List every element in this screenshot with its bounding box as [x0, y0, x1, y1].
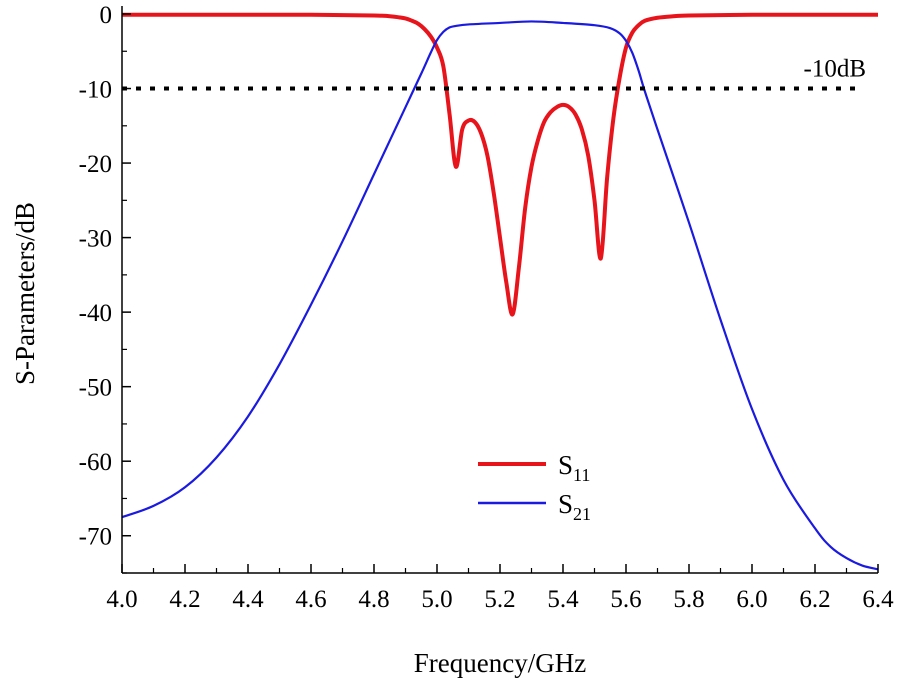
- x-tick-label: 4.2: [169, 586, 200, 613]
- y-tick-label: -70: [79, 524, 112, 551]
- legend-label-s11-subscript: 11: [573, 465, 590, 485]
- x-tick-label: 4.8: [358, 586, 389, 613]
- x-tick-label: 4.0: [106, 586, 137, 613]
- y-tick-label: 0: [100, 2, 113, 29]
- y-tick-label: -40: [79, 300, 112, 327]
- plot-curves: [122, 12, 878, 571]
- x-tick-label: 5.0: [421, 586, 452, 613]
- x-tick-label: 6.2: [799, 586, 830, 613]
- legend-label-s21-subscript: 21: [573, 504, 591, 524]
- x-tick-label: 5.6: [610, 586, 641, 613]
- x-tick-label: 6.0: [736, 586, 767, 613]
- y-tick-label: -30: [79, 226, 112, 253]
- axis-tick-labels: 4.0 4.2 4.4 4.6 4.8 5.0 5.2 5.4 5.6 5.8 6.0 6.2 6.4 0…: [79, 2, 894, 613]
- x-tick-label: 5.4: [547, 586, 579, 613]
- y-tick-label: -20: [79, 151, 112, 178]
- y-tick-label: -60: [79, 449, 112, 476]
- legend-label-s11: S11: [558, 450, 590, 485]
- legend-label-s21-main: S: [558, 489, 573, 519]
- x-tick-label: 4.6: [295, 586, 326, 613]
- legend-label-s21: S21: [558, 489, 591, 524]
- x-tick-label: 6.4: [862, 586, 894, 613]
- y-tick-label: -50: [79, 375, 112, 402]
- series-line-s21: [122, 20, 878, 571]
- x-tick-label: 4.4: [232, 586, 264, 613]
- x-tick-label: 5.2: [484, 586, 515, 613]
- series-line-s11: [122, 12, 878, 317]
- y-axis-title: S-Parameters/dB: [10, 202, 40, 385]
- x-axis-title: Frequency/GHz: [414, 648, 586, 678]
- reference-line-label: -10dB: [804, 56, 867, 83]
- legend-label-s11-main: S: [558, 450, 573, 480]
- legend: S11 S21: [478, 450, 591, 524]
- x-tick-label: 5.8: [673, 586, 704, 613]
- y-tick-label: -10: [79, 77, 112, 104]
- axis-ticks: [121, 13, 879, 574]
- plot-axes: [121, 6, 878, 574]
